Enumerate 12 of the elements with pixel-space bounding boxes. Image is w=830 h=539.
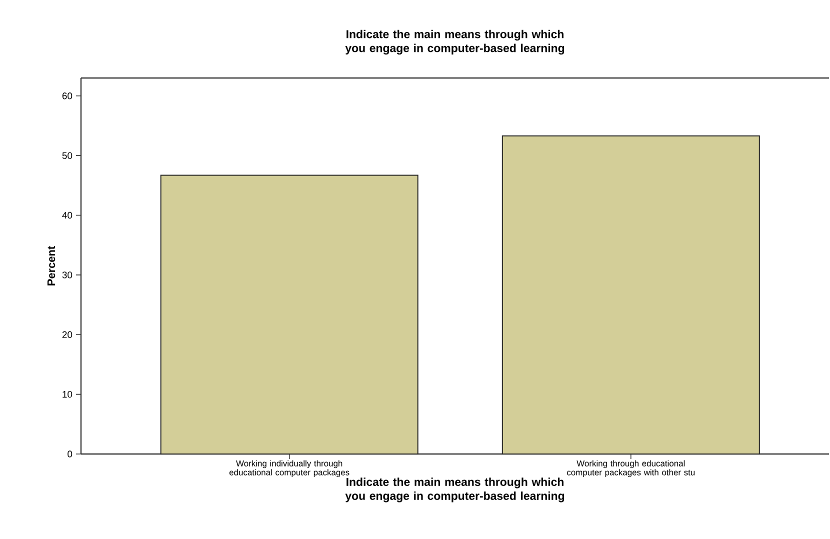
y-axis-title: Percent (47, 246, 56, 286)
y-tick-label: 30 (62, 272, 72, 278)
x-axis-title: Indicate the main means through which you engage in computer-based learning (345, 478, 564, 502)
y-tick-label: 20 (62, 331, 72, 338)
x-tick-label: Working through educational computer packages with other stu (567, 460, 695, 478)
y-tick-label: 10 (62, 390, 72, 398)
y-tick-label: 40 (62, 212, 72, 219)
chart-title: Indicate the main means through which you engage in computer-based learning (345, 30, 564, 54)
y-tick-label: 50 (62, 152, 72, 159)
y-tick-label: 60 (62, 92, 72, 100)
x-tick-label: Working individually through educational computer packages (229, 460, 350, 478)
y-tick-label: 0 (68, 450, 72, 458)
